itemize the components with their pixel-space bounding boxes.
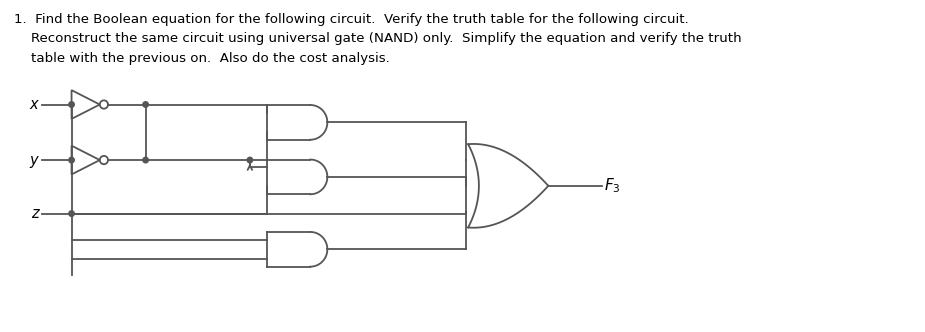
Circle shape [68,102,74,107]
Circle shape [247,157,253,163]
Circle shape [68,157,74,163]
Circle shape [142,157,148,163]
Text: 1.  Find the Boolean equation for the following circuit.  Verify the truth table: 1. Find the Boolean equation for the fol… [14,13,742,65]
Text: z: z [31,206,39,221]
Circle shape [68,211,74,216]
Text: $F_3$: $F_3$ [604,177,621,195]
Text: x: x [30,97,39,112]
Circle shape [142,102,148,107]
Text: y: y [30,152,39,168]
